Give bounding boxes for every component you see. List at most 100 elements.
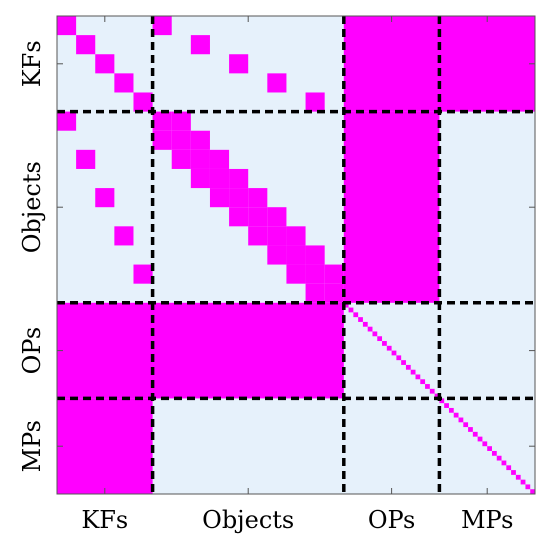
- diagonal-cell-0-16: [420, 379, 426, 385]
- filled-cell-r8-c8: [209, 168, 230, 189]
- diagonal-cell-0-0: [343, 302, 349, 308]
- diagonal-cell-0-34: [506, 465, 512, 471]
- filled-cell-r5-c5: [152, 111, 172, 131]
- filled-cell-r11-c12: [286, 226, 306, 246]
- diagonal-cell-0-12: [401, 360, 406, 365]
- diagonal-cell-0-7: [377, 336, 383, 342]
- filled-cell-r13-c4: [133, 264, 153, 284]
- diagonal-cell-0-6: [372, 331, 378, 337]
- diagonal-cell-0-27: [472, 431, 478, 437]
- diagonal-cell-0-11: [396, 355, 402, 361]
- filled-cell-r8-c7: [190, 168, 210, 189]
- filled-cell-r8-c9: [229, 168, 249, 189]
- filled-cell-r11-c3: [114, 226, 134, 246]
- filled-cell-r14-c14: [324, 283, 344, 303]
- y-tick-label-kfs: KFs: [18, 40, 46, 87]
- filled-cell-r4-c4: [133, 92, 153, 112]
- filled-cell-r13-c13: [305, 264, 325, 284]
- filled-cell-r7-c7: [190, 149, 210, 169]
- filled-cell-r6-c6: [171, 130, 191, 150]
- filled-cell-r7-c1: [76, 149, 96, 169]
- diagonal-cell-0-35: [511, 470, 516, 475]
- diagonal-cell-0-1: [348, 307, 354, 313]
- diagonal-cell-0-23: [453, 412, 459, 418]
- filled-cell-r13-c14: [324, 264, 344, 284]
- x-tick-label-mps: MPs: [461, 506, 513, 534]
- filled-cell-r9-c8: [209, 188, 230, 208]
- y-tick-label-ops: OPs: [18, 327, 46, 375]
- filled-cells: [57, 16, 535, 494]
- filled-cell-r1-c7: [190, 35, 210, 55]
- filled-cell-r12-c13: [305, 245, 325, 265]
- filled-cell-r12-c11: [267, 245, 287, 265]
- filled-cell-r2-c2: [95, 54, 115, 74]
- filled-cell-r4-c13: [305, 92, 325, 112]
- filled-cell-r3-c11: [267, 73, 287, 93]
- filled-block-1: [343, 111, 440, 303]
- diagonal-cell-0-17: [425, 384, 430, 389]
- filled-block-2: [57, 302, 344, 399]
- filled-cell-r6-c5: [152, 130, 172, 150]
- diagonal-cell-0-13: [405, 364, 411, 370]
- diagonal-cell-0-4: [362, 321, 368, 327]
- filled-cell-r9-c9: [229, 188, 249, 208]
- diagonal-cell-0-31: [491, 450, 497, 456]
- axis-ticks: [57, 16, 535, 494]
- diagonal-cell-0-22: [448, 407, 454, 413]
- filled-cell-r6-c7: [190, 130, 210, 150]
- filled-cell-r11-c10: [248, 226, 268, 246]
- filled-cell-r10-c9: [229, 207, 249, 227]
- plot-frame: [56, 15, 536, 495]
- y-tick-label-mps: MPs: [18, 420, 46, 472]
- diagonal-cell-0-39: [530, 489, 535, 494]
- diagonal-cell-0-21: [444, 403, 449, 408]
- block-labels: KFs KFs Objects Objects OPs OPs MPs MPs: [18, 40, 513, 534]
- diagonal-cell-0-30: [487, 446, 492, 451]
- filled-block-3: [57, 398, 153, 494]
- filled-cell-r1-c1: [76, 35, 96, 55]
- diagonal-cell-0-32: [496, 455, 502, 461]
- diagonal-cell-0-29: [482, 441, 488, 447]
- diagonal-cell-0-15: [415, 374, 421, 380]
- diagonal-cell-0-2: [353, 312, 359, 318]
- diagonal-cell-0-18: [429, 388, 435, 394]
- diagonal-cell-0-28: [477, 436, 483, 442]
- diagonal-cell-0-37: [520, 479, 526, 485]
- filled-cell-r13-c12: [286, 264, 306, 284]
- filled-cell-r0-c5: [152, 16, 172, 36]
- x-tick-label-objects: Objects: [202, 506, 294, 534]
- filled-cell-r9-c2: [95, 188, 115, 208]
- filled-cell-r10-c11: [267, 207, 287, 227]
- diagonal-cell-0-25: [463, 422, 469, 428]
- filled-cell-r14-c13: [305, 283, 325, 303]
- filled-cell-r0-c0: [57, 16, 77, 36]
- diagonal-cell-0-33: [501, 460, 507, 466]
- filled-cell-r3-c3: [114, 73, 134, 93]
- diagonal-cell-0-19: [434, 393, 440, 399]
- diagonal-cell-0-5: [367, 326, 373, 332]
- filled-cell-r5-c0: [57, 111, 77, 131]
- filled-cell-r5-c6: [171, 111, 191, 131]
- diagonal-cell-0-9: [386, 345, 392, 351]
- diagonal-cell-0-38: [525, 484, 531, 490]
- block-separators: [57, 16, 535, 494]
- diagonal-cell-0-20: [439, 398, 445, 404]
- diagonal-cell-0-3: [358, 317, 363, 322]
- diagonal-cell-0-8: [382, 341, 387, 346]
- filled-cell-r7-c8: [209, 149, 230, 169]
- filled-cell-r7-c6: [171, 149, 191, 169]
- filled-cell-r11-c11: [267, 226, 287, 246]
- filled-cell-r10-c10: [248, 207, 268, 227]
- x-tick-label-ops: OPs: [368, 506, 416, 534]
- filled-cell-r12-c12: [286, 245, 306, 265]
- y-tick-label-objects: Objects: [18, 161, 46, 253]
- diagonal-cell-0-24: [458, 417, 464, 423]
- x-tick-label-kfs: KFs: [81, 506, 128, 534]
- diagonal-cell-0-10: [391, 350, 397, 356]
- diagonal-cell-0-26: [468, 427, 473, 432]
- filled-cell-r2-c9: [229, 54, 249, 74]
- diagonal-cell-0-36: [515, 474, 521, 480]
- diagonal-cell-0-14: [410, 369, 416, 375]
- filled-cell-r9-c10: [248, 188, 268, 208]
